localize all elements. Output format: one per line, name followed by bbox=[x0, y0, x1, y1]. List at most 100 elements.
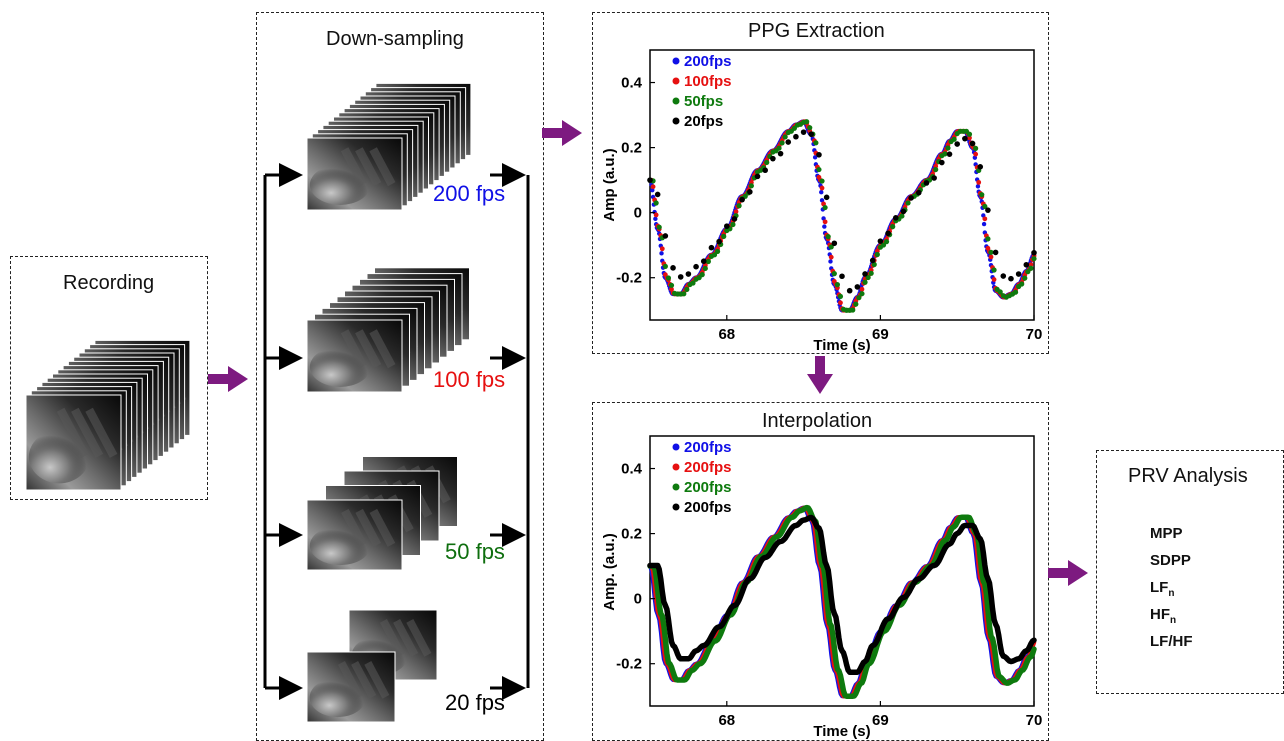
series-50fps bbox=[647, 119, 1037, 313]
data-point bbox=[939, 159, 945, 166]
data-point bbox=[665, 275, 672, 281]
legend-marker bbox=[672, 503, 680, 511]
data-point bbox=[819, 185, 825, 191]
data-point bbox=[874, 251, 880, 258]
data-point bbox=[916, 189, 922, 196]
arrow-downsampling-to-ppg bbox=[542, 120, 582, 146]
data-point bbox=[819, 189, 824, 195]
data-point bbox=[839, 273, 845, 280]
data-point bbox=[653, 216, 658, 222]
data-point bbox=[942, 151, 948, 157]
downsampling-title: Down-sampling bbox=[326, 28, 464, 50]
data-point bbox=[899, 213, 905, 219]
interpolation-title: Interpolation bbox=[762, 410, 873, 432]
data-point bbox=[967, 135, 972, 141]
data-point bbox=[862, 271, 868, 277]
data-point bbox=[762, 167, 768, 174]
data-point bbox=[854, 284, 861, 290]
arrow-interpolation-to-prv bbox=[1048, 560, 1088, 586]
flow-arrows bbox=[208, 120, 1088, 586]
data-point bbox=[662, 233, 669, 239]
data-point bbox=[985, 207, 991, 213]
data-point bbox=[831, 240, 838, 247]
y-tick-label: 0 bbox=[634, 205, 642, 222]
data-point bbox=[992, 249, 999, 256]
data-point bbox=[991, 267, 997, 273]
data-point bbox=[684, 286, 690, 293]
fps-label-50: 50 fps bbox=[445, 539, 505, 564]
prv-metric-lfn: LFn bbox=[1150, 579, 1175, 599]
data-point bbox=[868, 270, 874, 276]
legend-entry: 200fps bbox=[684, 439, 732, 456]
data-point bbox=[877, 238, 884, 244]
data-point bbox=[862, 279, 868, 285]
data-point bbox=[982, 216, 988, 222]
data-point bbox=[1015, 271, 1022, 277]
x-tick-label: 70 bbox=[1026, 326, 1043, 343]
y-axis-label: Amp. (a.u.) bbox=[601, 533, 618, 611]
data-point bbox=[850, 307, 856, 313]
data-point bbox=[969, 140, 976, 147]
data-point bbox=[730, 221, 736, 228]
data-point bbox=[693, 263, 699, 270]
data-point bbox=[654, 191, 661, 198]
data-point bbox=[1023, 261, 1030, 268]
legend-marker bbox=[672, 483, 680, 491]
prv-metric-hfn: HFn bbox=[1150, 606, 1177, 626]
legend-marker bbox=[672, 117, 680, 125]
data-point bbox=[779, 140, 785, 146]
data-point bbox=[976, 179, 982, 185]
data-point bbox=[685, 271, 692, 277]
prv-metric-lfhf: LF/HF bbox=[1150, 633, 1193, 650]
data-point bbox=[846, 287, 853, 294]
data-point bbox=[828, 259, 833, 264]
data-point bbox=[791, 125, 797, 131]
data-point bbox=[997, 289, 1003, 295]
data-point bbox=[985, 236, 991, 242]
legend-entry: 200fps bbox=[684, 459, 732, 476]
data-point bbox=[807, 125, 813, 131]
data-point bbox=[977, 163, 984, 170]
legend-entry: 200fps bbox=[684, 499, 732, 516]
legend-entry: 200fps bbox=[684, 479, 732, 496]
data-point bbox=[721, 233, 727, 239]
data-point bbox=[770, 155, 776, 162]
data-point bbox=[708, 244, 715, 251]
legend-entry: 20fps bbox=[684, 113, 723, 130]
data-point bbox=[1019, 281, 1025, 287]
data-point bbox=[885, 230, 891, 237]
data-point bbox=[828, 244, 834, 250]
data-point bbox=[828, 254, 834, 260]
downsampling-bracket bbox=[263, 163, 530, 700]
y-tick-label: 0.2 bbox=[621, 526, 642, 543]
legend-marker bbox=[672, 463, 680, 471]
data-point bbox=[819, 178, 825, 184]
data-point bbox=[812, 155, 818, 160]
data-point bbox=[677, 274, 684, 280]
data-point bbox=[859, 291, 865, 297]
data-point bbox=[782, 134, 788, 140]
data-point bbox=[923, 180, 930, 186]
data-point bbox=[880, 242, 887, 248]
data-point bbox=[808, 131, 815, 137]
data-point bbox=[945, 145, 951, 151]
data-point bbox=[819, 198, 825, 203]
series-line-3 bbox=[647, 514, 1037, 675]
data-point bbox=[647, 177, 653, 183]
x-tick-label: 70 bbox=[1026, 712, 1043, 729]
data-point bbox=[865, 274, 871, 281]
data-point bbox=[1025, 269, 1031, 275]
video-frame-stacks bbox=[25, 82, 472, 723]
video-frame bbox=[306, 651, 396, 723]
data-point bbox=[890, 224, 896, 230]
data-point bbox=[831, 271, 837, 277]
data-point bbox=[859, 286, 865, 292]
legend-entry: 100fps bbox=[684, 73, 732, 90]
data-point bbox=[973, 145, 979, 151]
data-point bbox=[933, 166, 939, 173]
y-tick-label: 0.4 bbox=[621, 461, 643, 478]
data-point bbox=[668, 282, 675, 288]
